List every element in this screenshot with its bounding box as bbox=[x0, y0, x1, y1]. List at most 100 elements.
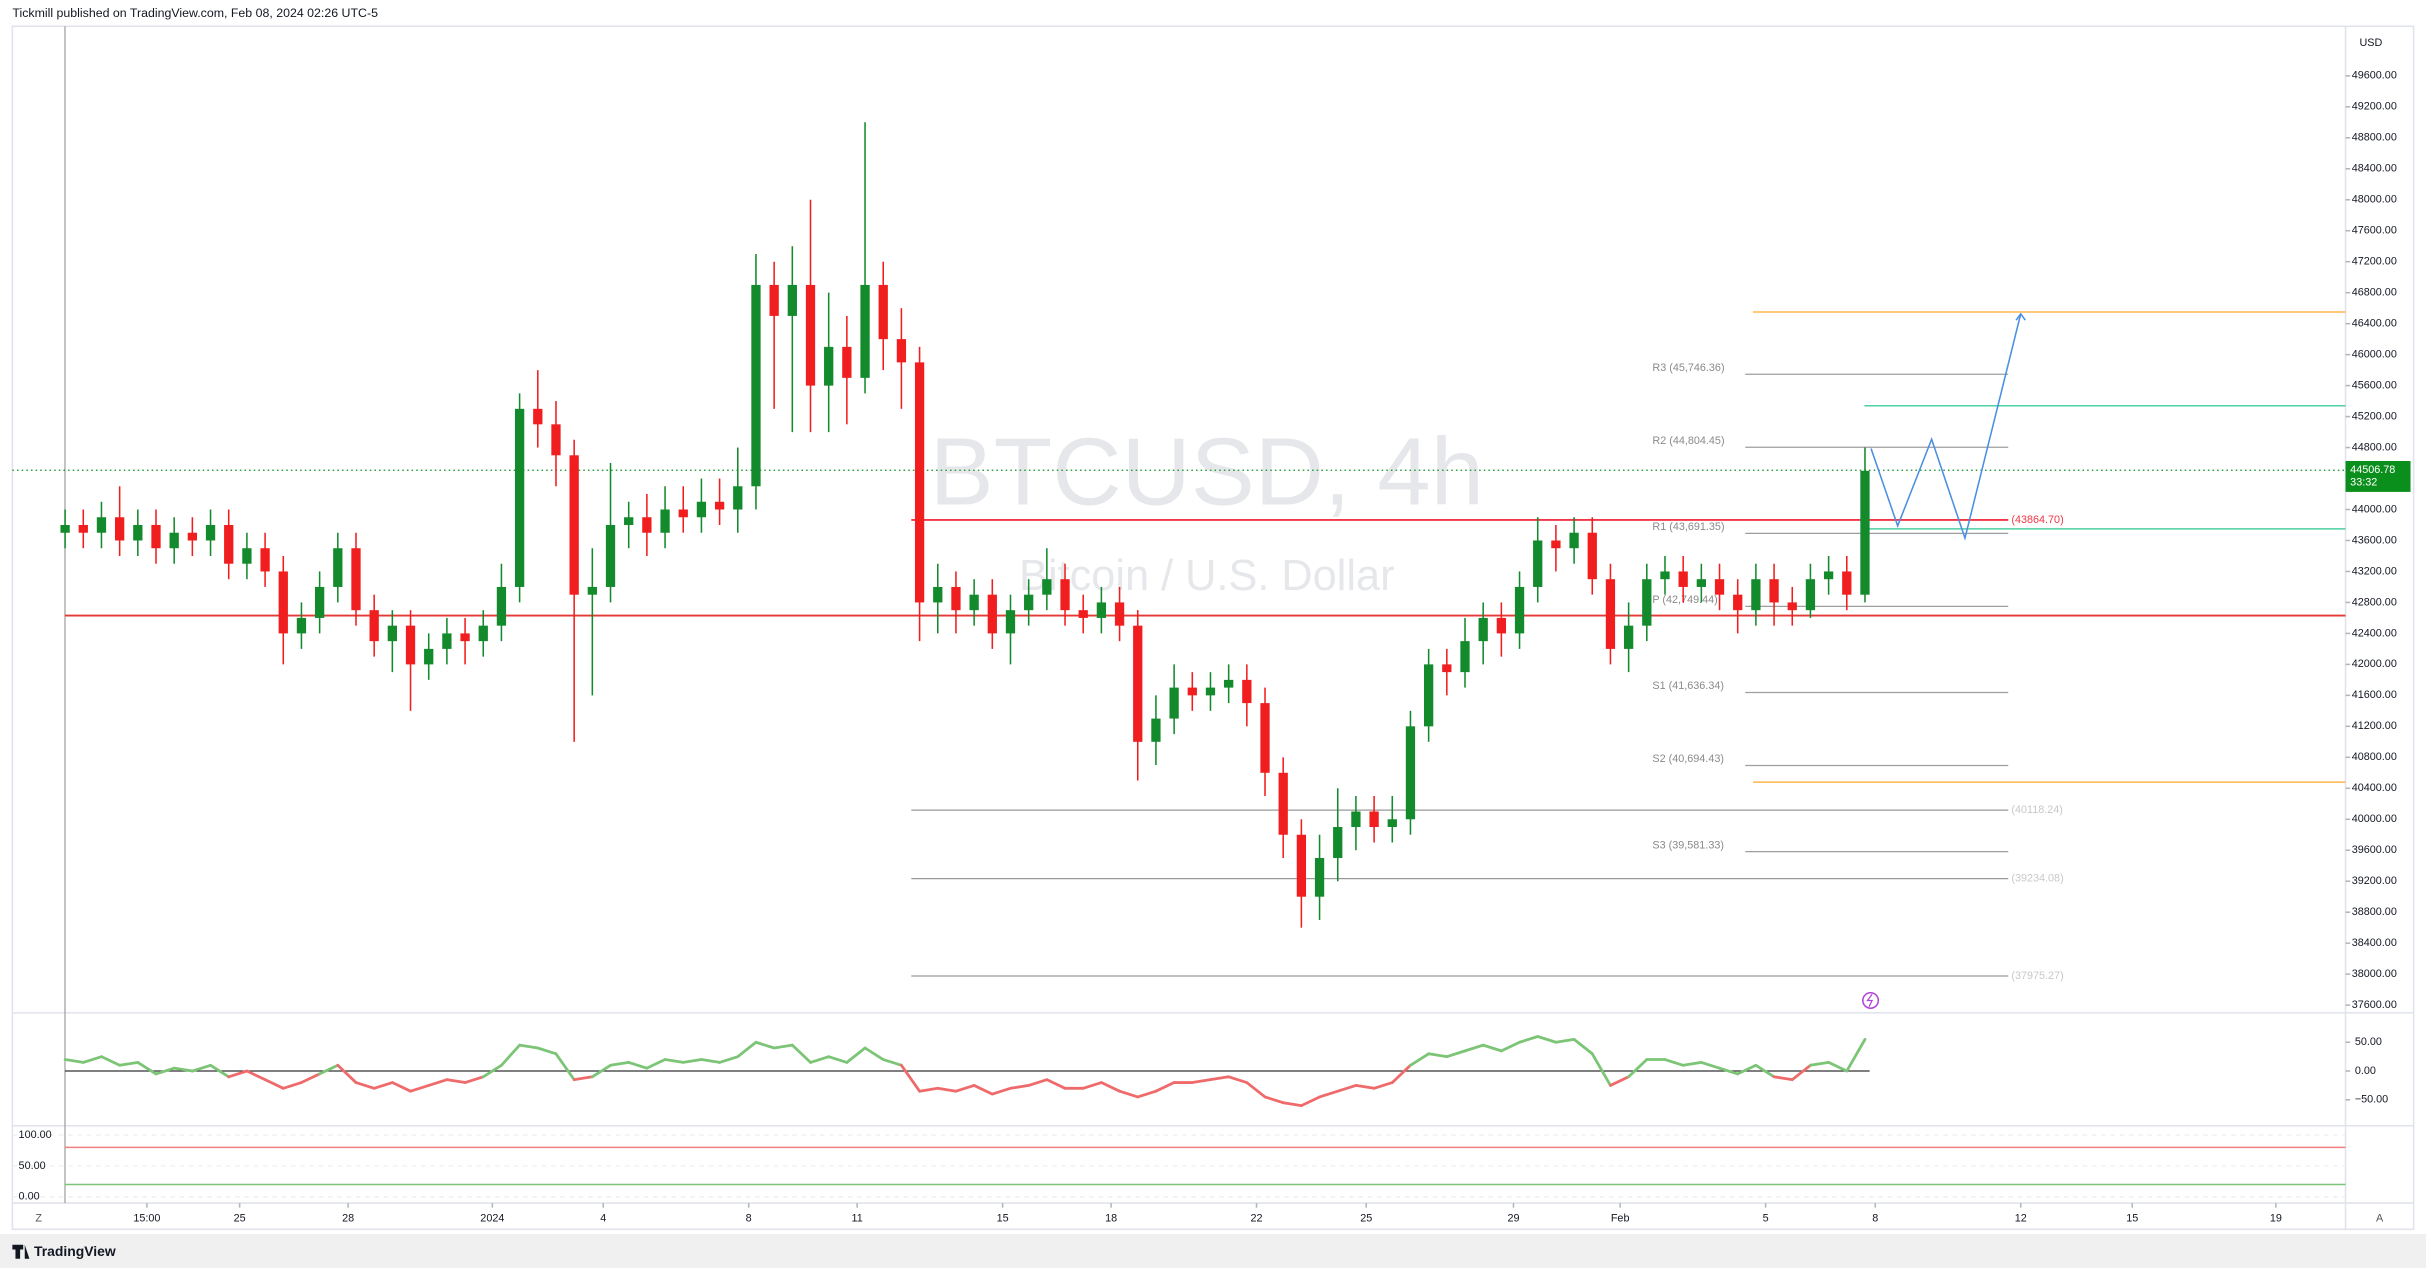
x-tick-label: 25 bbox=[1360, 1212, 1372, 1224]
candle-body bbox=[1024, 594, 1034, 611]
candle-body bbox=[514, 408, 525, 587]
alert-icon[interactable] bbox=[1862, 991, 1880, 1009]
candle-body bbox=[1151, 718, 1161, 742]
candle-body bbox=[387, 625, 397, 642]
watermark-title: BTCUSD, 4h bbox=[930, 419, 1484, 526]
candle-body bbox=[1514, 586, 1525, 634]
x-tick-label: 15:00 bbox=[133, 1212, 160, 1224]
rsi-segment bbox=[1136, 1089, 1158, 1099]
candle-body bbox=[1823, 571, 1834, 580]
candle-body bbox=[1842, 571, 1852, 595]
alert-icon-bolt bbox=[1866, 993, 1874, 1007]
x-tick-label: 4 bbox=[600, 1212, 606, 1224]
candle-body bbox=[933, 586, 943, 603]
rsi-segment bbox=[427, 1078, 449, 1087]
rsi-segment bbox=[1554, 1037, 1576, 1044]
rsi-segment bbox=[1354, 1084, 1376, 1090]
rsi-segment bbox=[990, 1086, 1012, 1096]
rsi-segment bbox=[1027, 1078, 1049, 1087]
rsi-segment bbox=[1518, 1035, 1540, 1044]
rsi-segment bbox=[1118, 1089, 1140, 1099]
rsi-segment bbox=[1609, 1075, 1631, 1087]
candle-body bbox=[242, 548, 252, 564]
x-tick-label: 28 bbox=[342, 1212, 354, 1224]
candle-body bbox=[205, 524, 216, 541]
rsi-segment bbox=[227, 1069, 249, 1079]
last-price-box bbox=[2345, 460, 2411, 492]
candle-body bbox=[842, 346, 852, 378]
y-tick-label: 47200.00 bbox=[2352, 256, 2397, 268]
rsi-segment bbox=[1390, 1063, 1412, 1084]
rsi-segment bbox=[372, 1081, 394, 1090]
rsi-segment bbox=[1336, 1084, 1358, 1093]
rsi-segment bbox=[936, 1086, 958, 1093]
rsi-segment bbox=[754, 1040, 776, 1050]
rsi-segment bbox=[572, 1075, 594, 1082]
rsi-segment bbox=[263, 1078, 285, 1090]
rsi-segment bbox=[627, 1061, 649, 1070]
candle-body bbox=[1805, 579, 1816, 611]
pivot-label: S1 (41,636.34) bbox=[1652, 680, 1724, 692]
rsi-segment bbox=[354, 1081, 376, 1090]
candle-body bbox=[1187, 687, 1197, 696]
candle-body bbox=[714, 501, 725, 510]
candle-body bbox=[151, 524, 161, 549]
candle-body bbox=[896, 339, 907, 363]
rsi-segment bbox=[136, 1061, 158, 1076]
candle-body bbox=[751, 284, 761, 487]
rsi-segment bbox=[1718, 1066, 1740, 1076]
candle-body bbox=[1442, 664, 1452, 673]
countdown-label: 33:32 bbox=[2350, 476, 2377, 488]
pivot-label: S2 (40,694.43) bbox=[1652, 753, 1724, 765]
rsi-segment bbox=[118, 1061, 140, 1067]
pivot-label: P (42,749.44) bbox=[1652, 594, 1717, 606]
candle-body bbox=[969, 594, 979, 611]
y-tick-label: 38800.00 bbox=[2352, 906, 2397, 918]
candle-body bbox=[1751, 579, 1761, 611]
candle-body bbox=[733, 486, 743, 510]
candle-body bbox=[133, 524, 143, 541]
rsi-segment bbox=[554, 1052, 576, 1082]
x-tick-label: 25 bbox=[234, 1212, 246, 1224]
candle-body bbox=[369, 610, 379, 642]
candle-body bbox=[442, 633, 452, 649]
rsi-segment bbox=[1427, 1052, 1449, 1059]
y-tick-label: 49200.00 bbox=[2352, 101, 2397, 113]
y-tick-label: 48400.00 bbox=[2352, 163, 2397, 175]
rsi-segment bbox=[954, 1084, 976, 1093]
candle-body bbox=[696, 501, 707, 518]
candle-body bbox=[1369, 811, 1379, 828]
x-tick-label: 18 bbox=[1105, 1212, 1117, 1224]
candle-body bbox=[1260, 703, 1270, 773]
rsi-segment bbox=[590, 1063, 612, 1079]
rsi-segment bbox=[1627, 1058, 1649, 1079]
rsi-segment bbox=[1663, 1058, 1685, 1067]
rsi-segment bbox=[1099, 1081, 1121, 1093]
rsi-segment bbox=[809, 1055, 831, 1064]
x-tick-label: 15 bbox=[997, 1212, 1009, 1224]
candle-body bbox=[260, 548, 270, 572]
rsi-segment bbox=[500, 1043, 522, 1067]
candle-body bbox=[1587, 532, 1597, 580]
rsi-segment bbox=[700, 1058, 721, 1064]
candle-body bbox=[1242, 679, 1252, 704]
y-tick-label: 44000.00 bbox=[2352, 503, 2397, 515]
rsi-segment bbox=[1245, 1081, 1267, 1099]
candle-body bbox=[805, 284, 816, 386]
rsi-segment bbox=[1590, 1052, 1612, 1087]
rsi-segment bbox=[645, 1058, 667, 1070]
candle-body bbox=[878, 284, 888, 340]
right-button[interactable]: A bbox=[2376, 1212, 2384, 1224]
candle-body bbox=[533, 408, 543, 425]
candle-body bbox=[824, 346, 834, 386]
left-button[interactable]: Z bbox=[35, 1212, 42, 1224]
candle-body bbox=[551, 424, 561, 456]
projection-arrow bbox=[2015, 312, 2026, 321]
candle-body bbox=[1642, 579, 1652, 626]
y-tick-label: 49600.00 bbox=[2352, 70, 2397, 82]
candle-body bbox=[1278, 772, 1288, 835]
rsi-segment bbox=[1754, 1063, 1776, 1079]
rsi-segment bbox=[336, 1063, 358, 1084]
candle-body bbox=[1333, 827, 1343, 858]
